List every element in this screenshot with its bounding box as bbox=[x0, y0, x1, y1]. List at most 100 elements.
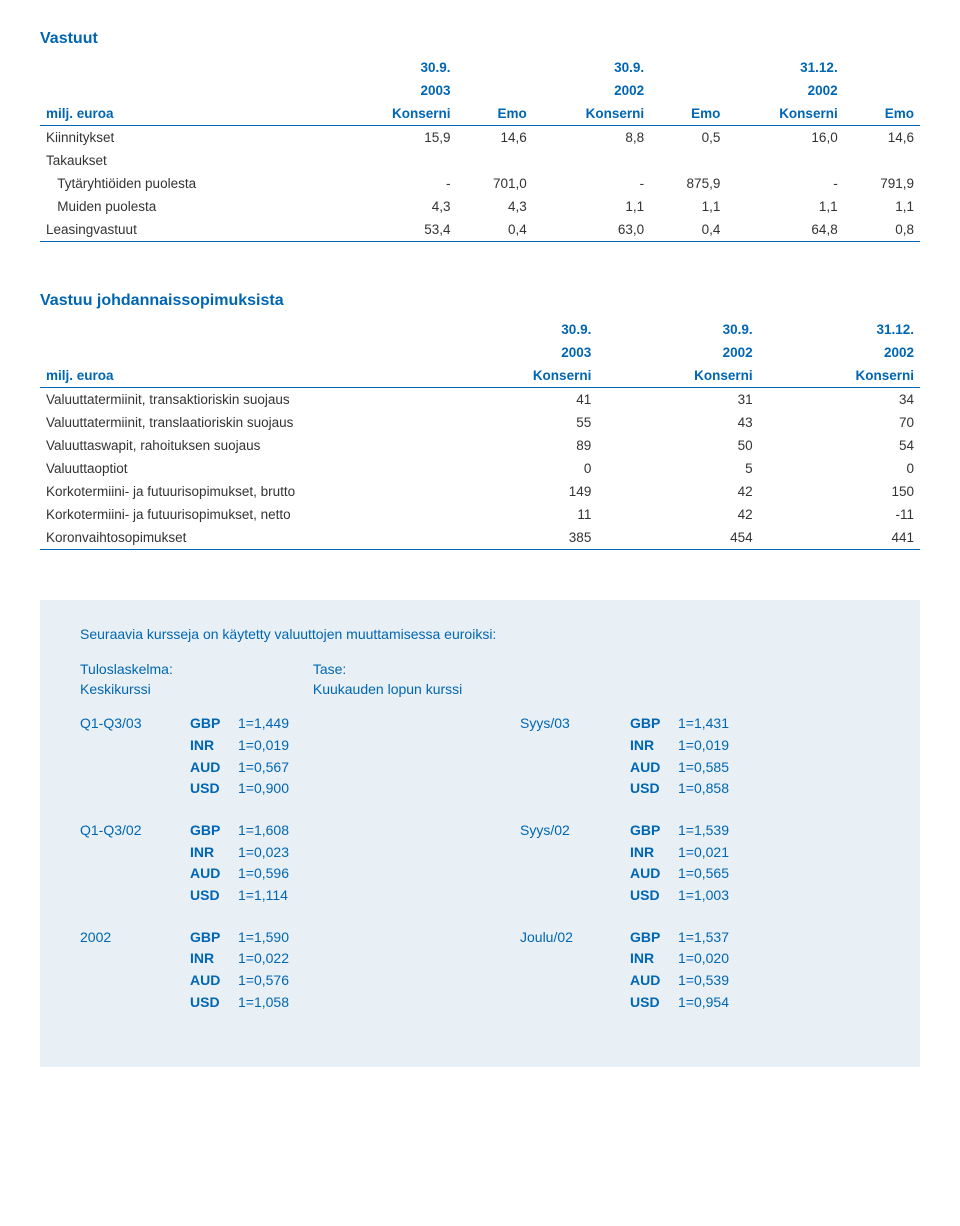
rate-line: USD1=0,858 bbox=[630, 778, 729, 800]
rates-intro: Seuraavia kursseja on käytetty valuuttoj… bbox=[80, 626, 880, 642]
rate-line: INR1=0,023 bbox=[190, 842, 289, 864]
table-row: Valuuttatermiinit, transaktioriskin suoj… bbox=[40, 388, 920, 412]
rate-currency: AUD bbox=[630, 757, 678, 779]
rate-line: USD1=0,954 bbox=[630, 992, 729, 1014]
table-row: Leasingvastuut53,40,463,00,464,80,8 bbox=[40, 218, 920, 242]
rate-currency: GBP bbox=[190, 713, 238, 735]
rate-line: INR1=0,019 bbox=[190, 735, 289, 757]
rate-period-label: Joulu/02 bbox=[520, 927, 630, 1014]
rate-block: Syys/02GBP1=1,539INR1=0,021AUD1=0,565USD… bbox=[520, 820, 880, 907]
rate-value: 1=0,585 bbox=[678, 757, 729, 779]
rate-period-label: Syys/02 bbox=[520, 820, 630, 907]
row-label: milj. euroa bbox=[40, 102, 339, 126]
rate-block: Q1-Q3/03GBP1=1,449INR1=0,019AUD1=0,567US… bbox=[80, 713, 440, 800]
rate-line: GBP1=1,449 bbox=[190, 713, 289, 735]
rates-right-heading: Tase: Kuukauden lopun kurssi bbox=[313, 660, 462, 699]
rate-period-label: Q1-Q3/03 bbox=[80, 713, 190, 800]
rate-currency: GBP bbox=[630, 713, 678, 735]
rate-line: AUD1=0,539 bbox=[630, 970, 729, 992]
rate-currency: INR bbox=[630, 735, 678, 757]
table-row: Valuuttatermiinit, translaatioriskin suo… bbox=[40, 411, 920, 434]
rate-currency: GBP bbox=[190, 927, 238, 949]
rate-value: 1=0,022 bbox=[238, 948, 289, 970]
rate-value: 1=0,019 bbox=[238, 735, 289, 757]
vastuut-head: 30.9.30.9.31.12.200320022002milj. euroaK… bbox=[40, 56, 920, 126]
rate-currency: USD bbox=[630, 992, 678, 1014]
vjs-body: Valuuttatermiinit, transaktioriskin suoj… bbox=[40, 388, 920, 550]
rate-line: GBP1=1,537 bbox=[630, 927, 729, 949]
rate-period-label: 2002 bbox=[80, 927, 190, 1014]
vastuut-body: Kiinnitykset15,914,68,80,516,014,6Takauk… bbox=[40, 126, 920, 242]
rate-line: INR1=0,021 bbox=[630, 842, 729, 864]
rate-line: GBP1=1,539 bbox=[630, 820, 729, 842]
table-row: Korkotermiini- ja futuurisopimukset, net… bbox=[40, 503, 920, 526]
rate-currency: USD bbox=[630, 885, 678, 907]
rate-value: 1=1,449 bbox=[238, 713, 289, 735]
rate-value: 1=0,954 bbox=[678, 992, 729, 1014]
rates-box: Seuraavia kursseja on käytetty valuuttoj… bbox=[40, 600, 920, 1067]
rate-value: 1=1,537 bbox=[678, 927, 729, 949]
table-row: Takaukset bbox=[40, 149, 920, 172]
rate-line: AUD1=0,565 bbox=[630, 863, 729, 885]
rate-value: 1=1,114 bbox=[238, 885, 288, 907]
rate-line: INR1=0,022 bbox=[190, 948, 289, 970]
vastuut-title: Vastuut bbox=[40, 30, 920, 48]
rate-currency: USD bbox=[190, 885, 238, 907]
rate-currency: AUD bbox=[190, 757, 238, 779]
rate-line: USD1=1,003 bbox=[630, 885, 729, 907]
vjs-table: 30.9.30.9.31.12.200320022002milj. euroaK… bbox=[40, 318, 920, 550]
rate-value: 1=1,431 bbox=[678, 713, 729, 735]
rate-currency: INR bbox=[630, 948, 678, 970]
table-row: Tytäryhtiöiden puolesta-701,0-875,9-791,… bbox=[40, 172, 920, 195]
rate-line: USD1=1,058 bbox=[190, 992, 289, 1014]
rate-line: INR1=0,019 bbox=[630, 735, 729, 757]
rate-line: AUD1=0,576 bbox=[190, 970, 289, 992]
rate-value: 1=1,539 bbox=[678, 820, 729, 842]
rate-line: AUD1=0,585 bbox=[630, 757, 729, 779]
rates-right-col: Syys/03GBP1=1,431INR1=0,019AUD1=0,585USD… bbox=[520, 713, 880, 1033]
rate-line: AUD1=0,567 bbox=[190, 757, 289, 779]
table-row: Valuuttaoptiot050 bbox=[40, 457, 920, 480]
rate-currency: AUD bbox=[630, 970, 678, 992]
rates-left-h1: Tuloslaskelma: bbox=[80, 661, 173, 677]
rate-currency: USD bbox=[630, 778, 678, 800]
rate-line: GBP1=1,608 bbox=[190, 820, 289, 842]
rate-line: INR1=0,020 bbox=[630, 948, 729, 970]
table-row: Koronvaihtosopimukset385454441 bbox=[40, 526, 920, 550]
rate-block: Joulu/02GBP1=1,537INR1=0,020AUD1=0,539US… bbox=[520, 927, 880, 1014]
rate-value: 1=0,567 bbox=[238, 757, 289, 779]
rate-currency: GBP bbox=[190, 820, 238, 842]
rate-currency: AUD bbox=[190, 863, 238, 885]
rate-line: GBP1=1,431 bbox=[630, 713, 729, 735]
vjs-head: 30.9.30.9.31.12.200320022002milj. euroaK… bbox=[40, 318, 920, 388]
rates-left-col: Q1-Q3/03GBP1=1,449INR1=0,019AUD1=0,567US… bbox=[80, 713, 440, 1033]
rate-line: USD1=0,900 bbox=[190, 778, 289, 800]
rate-value: 1=0,019 bbox=[678, 735, 729, 757]
rate-currency: AUD bbox=[630, 863, 678, 885]
table-row: Valuuttaswapit, rahoituksen suojaus89505… bbox=[40, 434, 920, 457]
rate-period-label: Syys/03 bbox=[520, 713, 630, 800]
rates-right-h2: Kuukauden lopun kurssi bbox=[313, 681, 462, 697]
rate-line: USD1=1,114 bbox=[190, 885, 289, 907]
rate-currency: AUD bbox=[190, 970, 238, 992]
rates-left-h2: Keskikurssi bbox=[80, 681, 151, 697]
rate-period-label: Q1-Q3/02 bbox=[80, 820, 190, 907]
rate-value: 1=1,003 bbox=[678, 885, 729, 907]
rate-value: 1=0,565 bbox=[678, 863, 729, 885]
rate-value: 1=0,021 bbox=[678, 842, 729, 864]
rate-currency: INR bbox=[190, 842, 238, 864]
rate-currency: INR bbox=[630, 842, 678, 864]
table-row: Korkotermiini- ja futuurisopimukset, bru… bbox=[40, 480, 920, 503]
rate-block: Syys/03GBP1=1,431INR1=0,019AUD1=0,585USD… bbox=[520, 713, 880, 800]
rate-value: 1=0,576 bbox=[238, 970, 289, 992]
vjs-title: Vastuu johdannaissopimuksista bbox=[40, 292, 920, 310]
rate-value: 1=0,020 bbox=[678, 948, 729, 970]
rate-currency: USD bbox=[190, 778, 238, 800]
rates-columns: Q1-Q3/03GBP1=1,449INR1=0,019AUD1=0,567US… bbox=[80, 713, 880, 1033]
rate-block: 2002GBP1=1,590INR1=0,022AUD1=0,576USD1=1… bbox=[80, 927, 440, 1014]
row-label: milj. euroa bbox=[40, 364, 436, 388]
rate-value: 1=1,608 bbox=[238, 820, 289, 842]
rates-right-h1: Tase: bbox=[313, 661, 346, 677]
rate-value: 1=1,058 bbox=[238, 992, 289, 1014]
vastuut-table: 30.9.30.9.31.12.200320022002milj. euroaK… bbox=[40, 56, 920, 242]
